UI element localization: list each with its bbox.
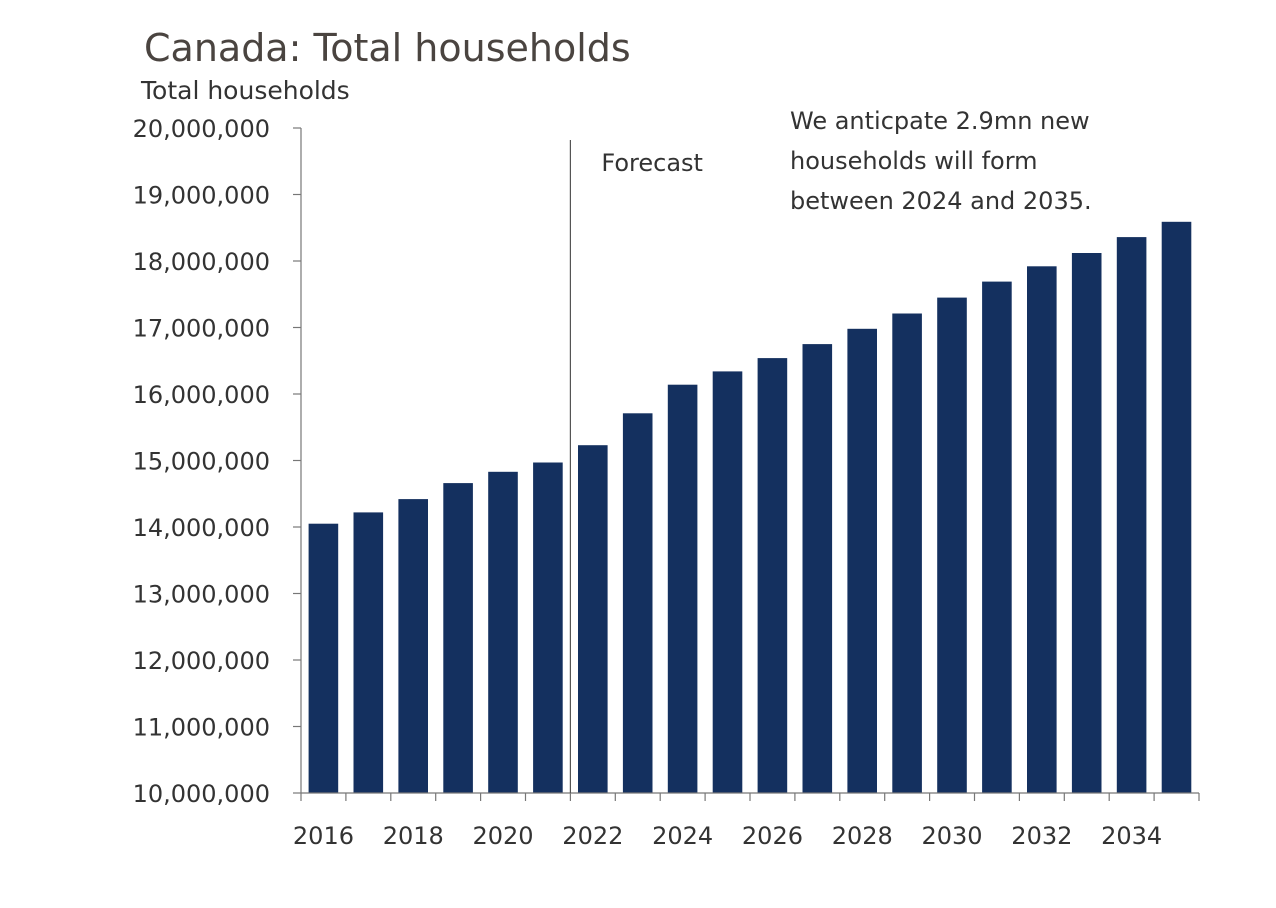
labels-layer: 10,000,000 11,000,000 12,000,000 13,000,000… [133,115,1163,850]
annotation-note-line: households will form [790,147,1038,175]
y-tick-label: 15,000,000 [133,448,270,476]
y-tick-label: 17,000,000 [133,315,270,343]
bar-2033 [1071,253,1102,793]
x-tick-label: 2034 [1101,822,1162,850]
x-tick-label: 2026 [742,822,803,850]
y-tick-label: 18,000,000 [133,248,270,276]
axes-layer [293,127,1200,801]
annotations-layer: Forecast We anticpate 2.9mn new households… [569,107,1092,793]
y-tick-label: 20,000,000 [133,115,270,143]
bar-2035 [1161,221,1192,794]
bar-2034 [1116,237,1147,794]
forecast-label: Forecast [601,149,703,177]
y-tick-label: 11,000,000 [133,714,270,742]
y-tick-label: 16,000,000 [133,381,270,409]
y-tick-label: 13,000,000 [133,581,270,609]
y-tick-label: 19,000,000 [133,182,270,210]
y-tick-label: 10,000,000 [133,780,270,808]
chart-title: Canada: Total households [144,26,631,70]
x-tick-label: 2024 [652,822,713,850]
x-tick-label: 2018 [383,822,444,850]
bar-2023 [622,413,653,793]
bar-2022 [578,445,608,793]
x-tick-label: 2022 [562,822,623,850]
bar-2028 [847,328,877,793]
bar-2031 [982,281,1012,793]
bar-2026 [757,358,788,793]
bar-2017 [353,512,384,793]
y-axis-title: Total households [141,76,350,105]
bar-2016 [308,523,339,793]
annotation-note-line: between 2024 and 2035. [790,187,1092,215]
annotation-note-line: We anticpate 2.9mn new [790,107,1090,135]
bar-2029 [892,313,922,793]
y-tick-label: 14,000,000 [133,514,270,542]
y-tick-label: 12,000,000 [133,647,270,675]
bar-2021 [533,462,563,793]
bars-layer [308,221,1192,794]
x-tick-label: 2020 [473,822,534,850]
bar-2020 [488,471,518,793]
bar-2032 [1027,266,1057,793]
x-tick-label: 2028 [832,822,893,850]
bar-2027 [802,344,833,793]
bar-2019 [443,483,473,793]
x-tick-label: 2030 [922,822,983,850]
x-tick-label: 2032 [1011,822,1072,850]
bar-2025 [712,371,743,793]
bar-2030 [937,297,967,793]
bar-2024 [667,384,698,793]
bar-2018 [398,499,428,793]
x-tick-label: 2016 [293,822,354,850]
